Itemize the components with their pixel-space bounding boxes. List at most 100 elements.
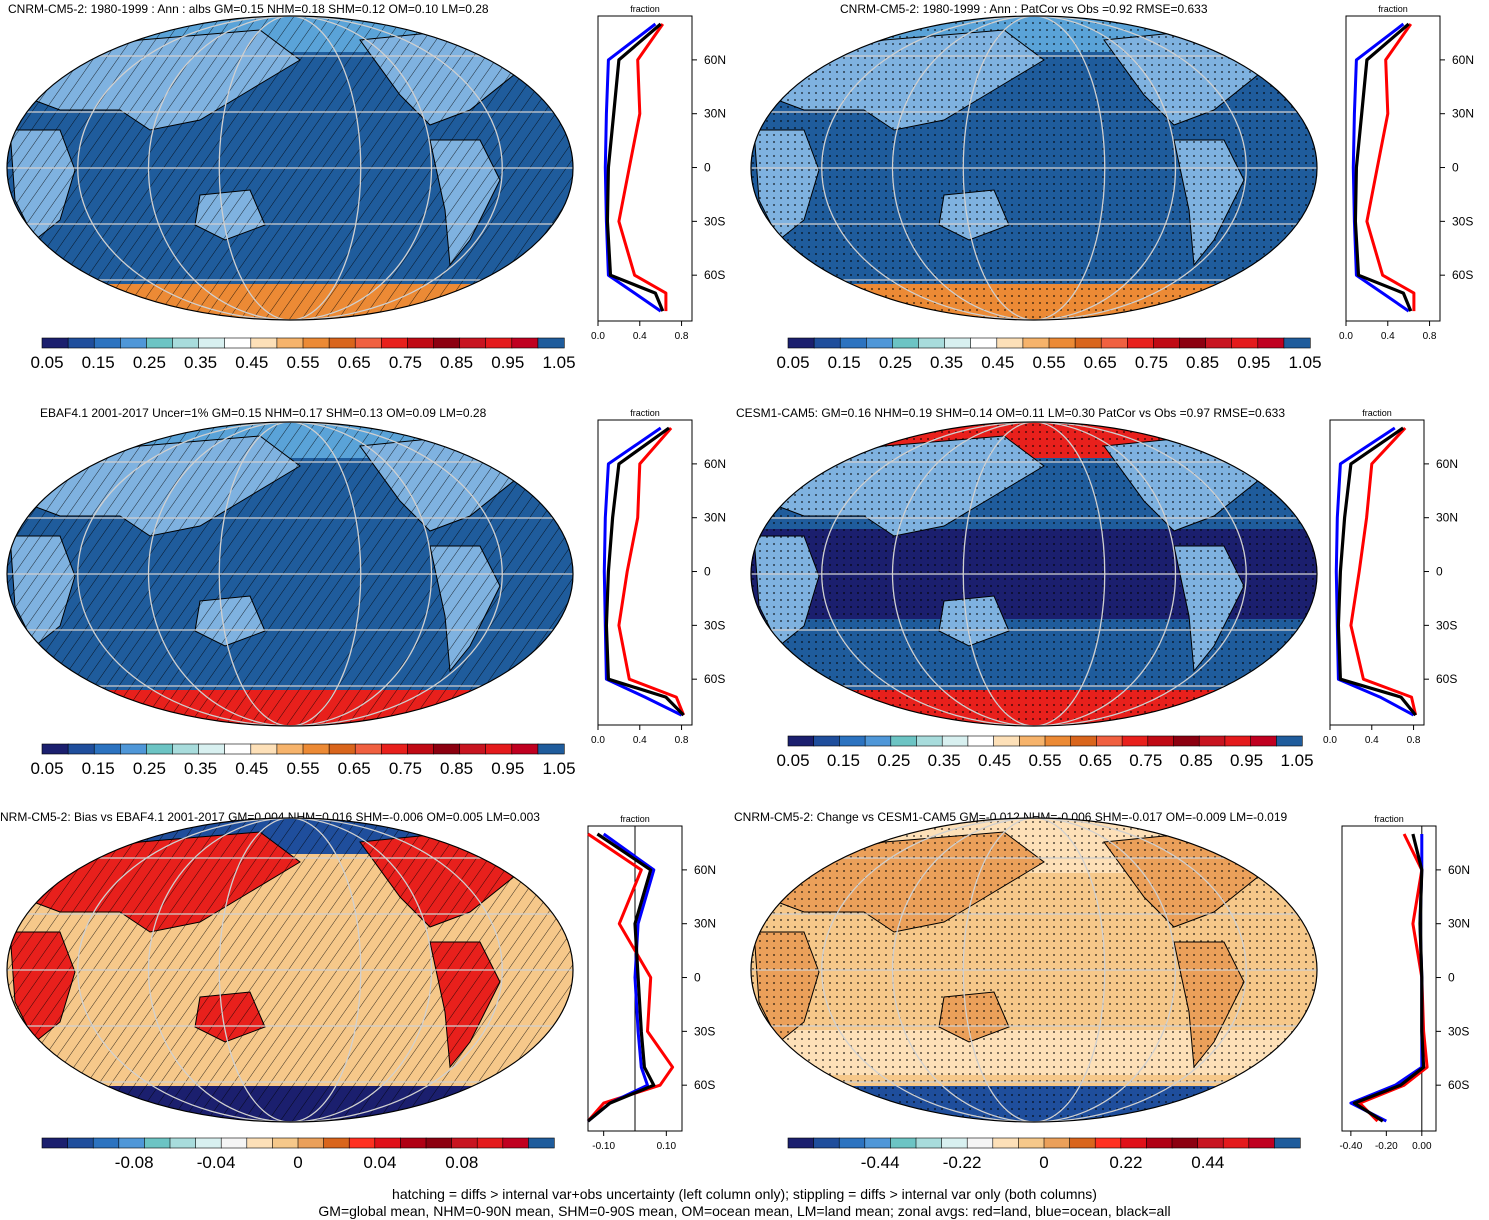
profile-curve-all bbox=[1352, 833, 1426, 1123]
colorbar-label: 0.15 bbox=[828, 353, 861, 372]
colorbar-swatch bbox=[92, 1137, 120, 1149]
colorbar-label: 0.15 bbox=[827, 751, 860, 770]
colorbar-label: 0.05 bbox=[776, 353, 809, 372]
colorbar-label: 0.65 bbox=[1079, 751, 1112, 770]
colorbar-label: -0.44 bbox=[861, 1153, 900, 1172]
colorbar-swatch bbox=[941, 1137, 968, 1149]
lat-tick-label: 0 bbox=[694, 971, 701, 985]
world-map bbox=[7, 818, 573, 1122]
colorbar-label: 0.05 bbox=[30, 759, 63, 778]
x-tick-label: 0.0 bbox=[591, 331, 605, 342]
colorbar-label: 0.05 bbox=[30, 353, 63, 372]
colorbar-label: 0.04 bbox=[363, 1153, 396, 1172]
lat-tick-label: 0 bbox=[704, 565, 711, 579]
panel-model-patcor: CNRM-CM5-2: 1980-1999 : Ann : PatCor vs … bbox=[744, 0, 1489, 400]
x-tick-label: 0.8 bbox=[1407, 735, 1421, 746]
x-tick-label: -0.20 bbox=[1375, 1141, 1398, 1152]
lat-tick-label: 0 bbox=[1436, 565, 1443, 579]
profile-xlabel: fraction bbox=[1378, 4, 1408, 14]
colorbar-swatch bbox=[966, 1137, 994, 1149]
colorbar-swatch bbox=[1018, 1137, 1045, 1149]
lat-tick-label: 60N bbox=[704, 457, 726, 471]
colorbar-swatch bbox=[328, 337, 356, 349]
colorbar-label: 0.85 bbox=[1180, 751, 1213, 770]
colorbar-label: 0.95 bbox=[1230, 751, 1263, 770]
lat-tick-label: 60N bbox=[1452, 53, 1474, 67]
meridian-line bbox=[962, 422, 1106, 726]
colorbar-swatch bbox=[1121, 735, 1149, 747]
x-tick-label: 0.00 bbox=[1412, 1141, 1432, 1152]
colorbar-swatch bbox=[374, 1137, 401, 1149]
colorbar-swatch bbox=[511, 337, 539, 349]
profile-xlabel: fraction bbox=[630, 408, 660, 418]
colorbar-swatch bbox=[1043, 1137, 1071, 1149]
colorbar-swatch bbox=[67, 1137, 94, 1149]
colorbar-label: 0.45 bbox=[981, 353, 1014, 372]
colorbar-swatch bbox=[172, 743, 200, 755]
colorbar-label: 0.15 bbox=[82, 353, 115, 372]
colorbar-swatch bbox=[1231, 337, 1259, 349]
colorbar-swatch bbox=[839, 337, 867, 349]
zonal-profile: 60N 30N 0 30S 60S 0.0 0.4 0.8 fraction bbox=[591, 4, 726, 342]
colorbar-swatch bbox=[892, 337, 920, 349]
colorbar-swatch bbox=[1070, 735, 1098, 747]
colorbar-label: 0.55 bbox=[286, 759, 319, 778]
lat-tick-label: 30S bbox=[1448, 1024, 1469, 1038]
zonal-profile: 60N 30N 0 30S 60S 0.0 0.4 0.8 fraction bbox=[591, 408, 726, 746]
colorbar-label: 0.85 bbox=[440, 353, 473, 372]
colorbar-swatch bbox=[146, 337, 174, 349]
colorbar-swatch bbox=[276, 337, 304, 349]
colorbar-label: 1.05 bbox=[1280, 751, 1313, 770]
colorbar-swatch bbox=[1044, 735, 1072, 747]
lat-tick-label: 0 bbox=[1448, 971, 1455, 985]
colorbar-label: 0.15 bbox=[82, 759, 115, 778]
profile-xlabel: fraction bbox=[620, 814, 650, 824]
colorbar-swatch bbox=[118, 1137, 146, 1149]
map-border bbox=[750, 15, 1318, 321]
meridian-line bbox=[218, 422, 362, 726]
x-tick-label: 0.0 bbox=[1323, 735, 1337, 746]
x-tick-label: -0.40 bbox=[1339, 1141, 1362, 1152]
profile-frame bbox=[1345, 15, 1441, 322]
colorbar-swatch bbox=[1275, 735, 1303, 747]
meridian-line bbox=[77, 422, 503, 726]
panel-graphic: 60N 30N 0 30S 60S -0.10 0.10 fraction -0.08 -0.04… bbox=[6, 814, 716, 1172]
lat-tick-label: 30N bbox=[694, 917, 716, 931]
colorbar: -0.08 -0.04 0 0.04 0.08 bbox=[41, 1137, 555, 1172]
colorbar-labels: -0.08 -0.04 0 0.04 0.08 bbox=[115, 1153, 479, 1172]
colorbar-swatch bbox=[528, 1137, 555, 1149]
meridian-line bbox=[891, 422, 1177, 726]
panel-title: CESM1-CAM5: GM=0.16 NHM=0.19 SHM=0.14 OM… bbox=[736, 406, 1286, 420]
colorbar-swatch bbox=[1100, 337, 1128, 349]
x-tick-label: 0.8 bbox=[1423, 331, 1437, 342]
colorbar-label: 0 bbox=[293, 1153, 302, 1172]
profile-curve-ocean bbox=[603, 22, 662, 313]
colorbar-swatch bbox=[890, 735, 918, 747]
colorbar-swatch bbox=[41, 337, 69, 349]
footer-line-1: hatching = diffs > internal var+obs unce… bbox=[392, 1186, 1097, 1202]
colorbar-swatch bbox=[485, 743, 513, 755]
colorbar-swatch bbox=[198, 743, 226, 755]
colorbar-swatch bbox=[328, 743, 356, 755]
colorbar-label: 0 bbox=[1039, 1153, 1048, 1172]
profile-frame bbox=[597, 15, 693, 322]
colorbar-swatch bbox=[146, 743, 174, 755]
lat-tick-label: 60S bbox=[704, 672, 725, 686]
colorbar-swatch bbox=[941, 735, 969, 747]
x-tick-label: 0.4 bbox=[1365, 735, 1379, 746]
colorbar-swatch bbox=[967, 735, 995, 747]
colorbar-swatch bbox=[272, 1137, 299, 1149]
colorbar-label: 0.55 bbox=[1032, 353, 1065, 372]
zonal-profile: 60N 30N 0 30S 60S 0.0 0.4 0.8 fraction bbox=[1323, 408, 1458, 746]
colorbar-labels: 0.05 0.15 0.25 0.35 0.45 0.55 0.65 0.75 0.85 0.95… bbox=[30, 759, 575, 778]
colorbar-swatch bbox=[220, 1137, 248, 1149]
colorbar-swatch bbox=[120, 337, 148, 349]
colorbar-swatch bbox=[67, 743, 95, 755]
colorbar-swatch bbox=[1022, 337, 1050, 349]
colorbar-label: 0.35 bbox=[184, 759, 217, 778]
lat-tick-label: 30S bbox=[1452, 214, 1473, 228]
colorbar-swatch bbox=[297, 1137, 325, 1149]
x-tick-label: 0.4 bbox=[633, 735, 647, 746]
colorbar-label: 0.45 bbox=[235, 353, 268, 372]
